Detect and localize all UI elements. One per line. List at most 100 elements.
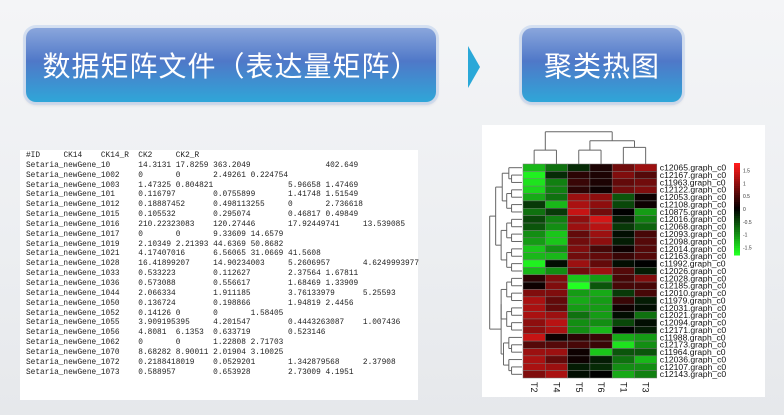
heatmap-cell: [522, 259, 546, 268]
legend-swatch: [734, 165, 740, 169]
column-label: T4: [551, 382, 561, 393]
column-label: T3: [641, 382, 651, 393]
heatmap-cell: [589, 326, 613, 334]
matrix-row: Setaria_newGene_1017 0 0 9.33609 14.6579: [26, 230, 284, 239]
legend-swatch: [734, 232, 740, 235]
heatmap-cell: [589, 289, 613, 298]
matrix-row: Setaria_newGene_1052 0.14126 0 0 1.58405: [26, 309, 284, 318]
heatmap-cell: [567, 222, 591, 231]
heatmap-cell: [567, 274, 591, 283]
heatmap-cell: [589, 281, 613, 290]
heatmap-cell: [611, 296, 635, 305]
row-label: c10875.graph_c0: [660, 207, 727, 217]
row-label: c12014.graph_c0: [660, 244, 727, 254]
heatmap-cell: [611, 348, 635, 357]
heatmap-cell: [634, 296, 658, 305]
legend-swatch: [734, 243, 740, 247]
heatmap-cell: [634, 222, 658, 231]
legend-swatch: [734, 195, 740, 198]
heatmap-cell: [522, 215, 546, 224]
heatmap-cell: [611, 326, 635, 334]
heatmap-cell: [567, 296, 591, 305]
heatmap-cell: [545, 193, 568, 202]
matrix-row: Setaria_newGene_1033 0.533223 0.112627 2…: [26, 270, 359, 279]
heatmap-cell: [545, 259, 568, 268]
heatmap-cell: [567, 171, 591, 180]
heatmap-cell: [522, 340, 546, 349]
heatmap-cell: [589, 193, 613, 202]
heatmap-cell: [567, 185, 591, 194]
heatmap-cell: [545, 362, 568, 371]
heatmap-cell: [522, 311, 546, 320]
row-label: c12026.graph_c0: [660, 266, 727, 276]
heatmap-cell: [611, 333, 635, 342]
heatmap-cell: [545, 178, 568, 187]
heatmap-cell: [567, 244, 591, 253]
heatmap-cell: [634, 289, 658, 298]
heatmap-cell: [545, 311, 568, 320]
row-label: c12010.graph_c0: [660, 288, 727, 298]
heatmap-cell: [567, 200, 591, 209]
heatmap-cell: [634, 208, 658, 216]
legend-swatch: [734, 248, 740, 251]
heatmap-cell: [567, 193, 591, 202]
legend-swatch: [734, 176, 740, 180]
heatmap-cell: [545, 326, 568, 334]
legend-swatch: [734, 236, 740, 240]
heatmap-cell: [611, 252, 635, 261]
legend-swatch: [734, 227, 740, 231]
heatmap-cell: [567, 230, 591, 239]
heatmap-cell: [589, 171, 613, 180]
heatmap-cell: [611, 355, 635, 364]
heatmap-cell: [522, 318, 546, 327]
heatmap-cell: [589, 259, 613, 268]
legend-swatch: [734, 204, 740, 208]
heatmap-cell: [634, 370, 658, 379]
heatmap-panel: c12065.graph_c0 c12167.graph_c0 c11963.gra…: [482, 125, 765, 397]
row-label: c12108.graph_c0: [660, 199, 727, 209]
heatmap-cell: [522, 303, 546, 312]
row-label: c11979.graph_c0: [660, 295, 726, 305]
heatmap-cell: [634, 230, 658, 239]
row-label: c12036.graph_c0: [660, 354, 727, 364]
heatmap-cell: [522, 244, 546, 253]
heatmap-cell: [545, 318, 568, 327]
heatmap-cell: [567, 362, 591, 371]
heatmap-cell: [522, 193, 546, 202]
heatmap-cell: [567, 311, 591, 320]
legend-swatch: [734, 202, 740, 205]
heatmap-cell: [545, 281, 568, 290]
matrix-file-text: #ID CK14 CK14_R CK2 CK2_R Setaria_newGen…: [20, 150, 420, 378]
heatmap-cell: [522, 171, 546, 180]
heatmap-cell: [545, 333, 568, 342]
heatmap-cell: [634, 215, 658, 224]
legend-tick: 1: [743, 181, 746, 187]
heatmap-cell: [611, 311, 635, 320]
row-label: c12028.graph_c0: [660, 273, 727, 283]
heatmap-cell: [567, 340, 591, 349]
heatmap-cell: [611, 208, 635, 216]
legend-swatch: [734, 172, 740, 175]
heatmap-cell: [589, 185, 613, 194]
heatmap-cell: [611, 274, 635, 283]
row-label: c12107.graph_c0: [660, 362, 727, 372]
heatmap-cell: [634, 252, 658, 261]
heatmap-cell: [589, 303, 613, 312]
matrix-file-title-text: 数据矩阵文件（表达量矩阵）: [42, 50, 420, 83]
heatmap-cell: [634, 340, 658, 349]
matrix-row: Setaria_newGene_1028 16.41899207 14.9023…: [26, 260, 420, 269]
legend-swatch: [734, 245, 740, 249]
heatmap-cell: [589, 348, 613, 357]
heatmap-cell: [634, 171, 658, 180]
row-label: c12163.graph_c0: [660, 251, 727, 261]
legend-swatch: [734, 234, 740, 238]
matrix-file-title: 数据矩阵文件（表达量矩阵）: [26, 28, 436, 102]
heatmap-cell: [545, 244, 568, 253]
row-label: c12016.graph_c0: [660, 214, 727, 224]
heatmap-cell: [522, 185, 546, 194]
heatmap-cell: [522, 200, 546, 209]
heatmap-cell: [589, 230, 613, 239]
legend-swatch: [734, 167, 740, 171]
row-label: c12122.graph_c0: [660, 185, 727, 195]
matrix-row: Setaria_newGene_1050 0.136724 0.198866 1…: [26, 299, 354, 308]
